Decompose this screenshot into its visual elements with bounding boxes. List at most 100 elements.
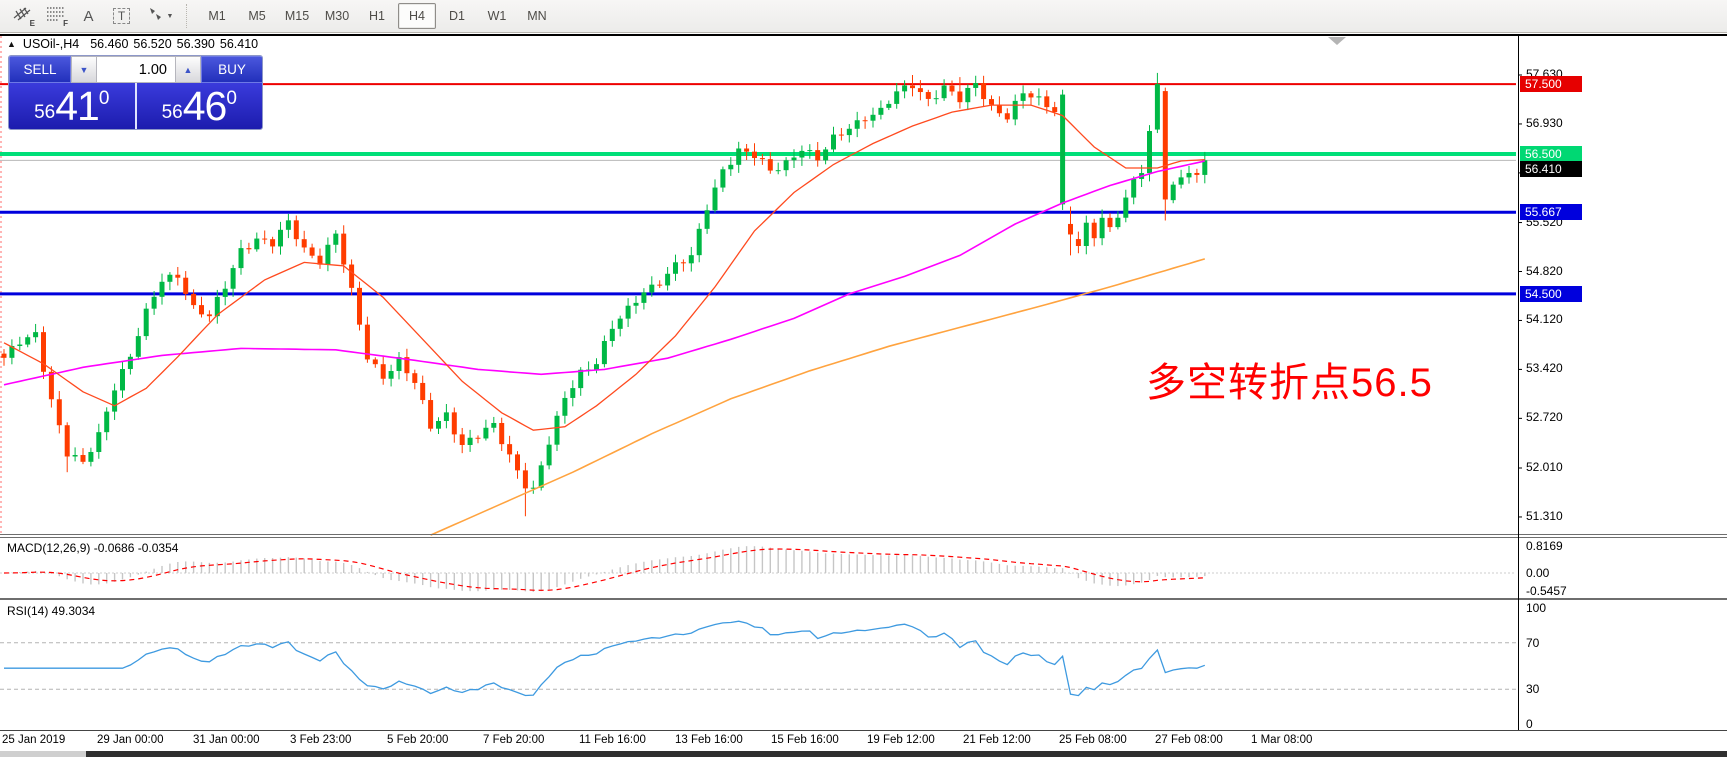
candle-body: [767, 159, 773, 171]
candle-body: [981, 83, 987, 100]
candle-body: [570, 388, 576, 398]
candle-body: [1020, 93, 1026, 101]
main-price-panel[interactable]: [0, 36, 1516, 536]
candle-body: [127, 356, 133, 370]
candle-body: [894, 91, 900, 104]
text-label-button[interactable]: A: [72, 2, 105, 30]
equidistant-channel-button[interactable]: E: [6, 2, 39, 30]
candle-body: [854, 120, 860, 129]
volume-increase-button[interactable]: ▲: [175, 56, 201, 83]
candle-body: [214, 296, 220, 317]
candle-body: [799, 150, 805, 158]
candle-body: [262, 238, 268, 240]
candle-body: [546, 444, 552, 466]
arrow-objects-button[interactable]: ▼: [138, 2, 182, 30]
candle-body: [1186, 172, 1192, 178]
candle-body: [1052, 107, 1058, 112]
tool-badge: F: [63, 19, 68, 28]
candle-body: [364, 324, 370, 360]
candle-body: [17, 344, 23, 346]
candle-body: [317, 255, 323, 265]
volume-input[interactable]: [97, 56, 175, 83]
one-click-trading-panel: SELL ▼ ▲ BUY 56 41 0 56 46 0: [8, 55, 263, 130]
toolbar-separator: [186, 4, 192, 28]
tool-badge: E: [29, 19, 35, 28]
candle-body: [665, 273, 671, 286]
candlesticks: [1, 72, 1208, 517]
candle-body: [451, 412, 457, 435]
sell-button[interactable]: SELL: [9, 56, 71, 83]
timeframe-button-m30[interactable]: M30: [324, 9, 350, 23]
candle-body: [428, 400, 434, 429]
timeframe-button-h1[interactable]: H1: [369, 9, 385, 23]
candle-body: [538, 465, 544, 488]
ohlc-open: 56.460: [90, 37, 129, 51]
candle-body: [167, 274, 173, 282]
text-box-button[interactable]: T: [105, 2, 138, 30]
candle-body: [736, 148, 742, 165]
ohlc-high: 56.520: [133, 37, 172, 51]
candle-body: [1154, 84, 1160, 130]
candle-body: [1178, 177, 1184, 185]
candle-body: [601, 340, 607, 365]
hscrollbar-thumb[interactable]: [0, 751, 86, 757]
buy-button[interactable]: BUY: [201, 56, 262, 83]
candle-body: [1060, 94, 1066, 205]
toolbar: E F A T ▼ M1 M5 M15 M30 H1 H4 D1 W1 MN: [0, 0, 1727, 33]
candle-body: [933, 98, 939, 100]
candle-body: [483, 427, 489, 439]
candle-body: [293, 220, 299, 240]
candle-body: [112, 390, 118, 412]
sell-price-prefix: 56: [34, 101, 56, 123]
buy-price-sup: 0: [226, 87, 237, 109]
mid-ma-line: [3, 160, 1205, 386]
candle-body: [341, 233, 347, 265]
candle-body: [696, 228, 702, 256]
candle-body: [1147, 131, 1152, 174]
hscrollbar-track[interactable]: [86, 751, 1727, 757]
rsi-line: [4, 620, 1206, 697]
candle-body: [1028, 93, 1034, 98]
chart-shift-marker-icon[interactable]: [1328, 37, 1346, 45]
candle-body: [104, 411, 110, 433]
price-chart-canvas[interactable]: [0, 34, 1727, 757]
volume-decrease-button[interactable]: ▼: [71, 56, 97, 83]
buy-price-display[interactable]: 56 46 0: [137, 83, 263, 129]
timeframe-button-d1[interactable]: D1: [449, 9, 465, 23]
candle-body: [412, 373, 418, 383]
equidistant-channel-icon: [13, 5, 33, 27]
timeframe-button-m15[interactable]: M15: [284, 9, 310, 23]
candle-body: [278, 229, 283, 247]
candle-body: [752, 151, 757, 159]
timeframe-button-mn[interactable]: MN: [527, 9, 547, 23]
candle-body: [965, 87, 971, 103]
sell-price-display[interactable]: 56 41 0: [9, 83, 137, 129]
candle-body: [704, 210, 710, 229]
candle-body: [917, 88, 923, 93]
chart-header: ▲ USOil-,H4 56.460 56.520 56.390 56.410: [7, 37, 258, 51]
candle-body: [48, 371, 54, 400]
candle-body: [309, 247, 315, 256]
candle-body: [957, 91, 963, 103]
candle-body: [815, 150, 821, 161]
buy-price-prefix: 56: [161, 101, 183, 123]
candle-body: [436, 420, 441, 429]
candle-body: [625, 305, 631, 319]
candle-body: [846, 128, 852, 136]
candle-body: [80, 455, 86, 462]
buy-price-main: 46: [182, 82, 228, 129]
candle-body: [902, 85, 908, 92]
timeframe-button-m5[interactable]: M5: [248, 9, 266, 23]
candle-body: [996, 104, 1002, 114]
text-label-icon: A: [83, 7, 94, 25]
collapse-arrow-icon[interactable]: ▲: [7, 39, 16, 49]
fibonacci-retracement-button[interactable]: F: [39, 2, 72, 30]
candle-body: [870, 114, 876, 121]
macd-panel[interactable]: [0, 546, 1516, 592]
rsi-panel[interactable]: [0, 620, 1516, 697]
candle-body: [238, 248, 244, 269]
chart-window[interactable]: 57.630 56.930 56.230 55.520 54.820 54.120 53.4…: [0, 34, 1727, 757]
timeframe-button-m1[interactable]: M1: [208, 9, 226, 23]
timeframe-button-w1[interactable]: W1: [487, 9, 507, 23]
timeframe-button-h4[interactable]: H4: [398, 3, 436, 29]
